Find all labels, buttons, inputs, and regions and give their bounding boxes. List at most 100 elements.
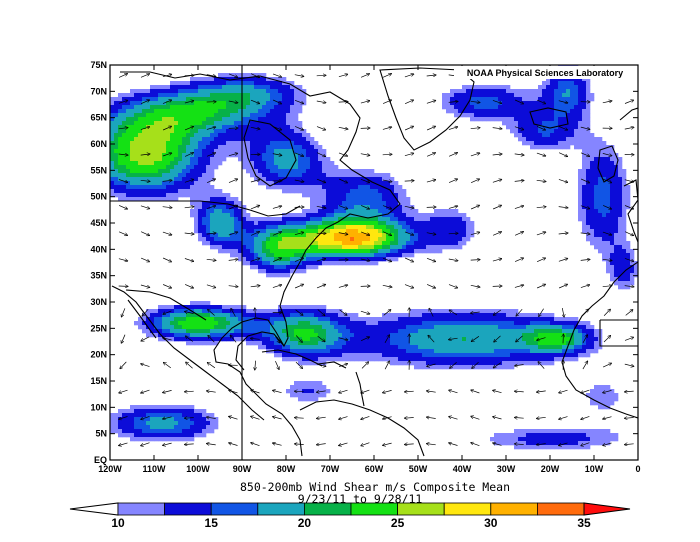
shear-cell [270,149,275,154]
shear-cell [470,101,475,106]
shear-cell [314,305,319,310]
shear-cell [162,89,167,94]
shear-cell [142,145,147,150]
shear-cell [626,241,631,246]
shear-cell [150,177,155,182]
shear-cell [570,129,575,134]
shear-cell [146,321,151,326]
shear-cell [334,337,339,342]
shear-cell [182,305,187,310]
shear-cell [614,257,619,262]
shear-cell [154,149,159,154]
shear-cell [274,253,279,258]
shear-cell [322,173,327,178]
shear-cell [266,225,271,230]
shear-cell [394,201,399,206]
shear-cell [158,157,163,162]
shear-cell [546,361,551,366]
shear-cell [174,313,179,318]
shear-cell [134,93,139,98]
shear-cell [394,337,399,342]
shear-cell [314,237,319,242]
shear-cell [310,201,315,206]
shear-cell [438,337,443,342]
shear-cell [582,225,587,230]
shear-cell [118,125,123,130]
shear-cell [142,405,147,410]
shear-cell [562,137,567,142]
shear-cell [610,149,615,154]
shear-cell [570,349,575,354]
shear-cell [238,133,243,138]
shear-cell [398,329,403,334]
shear-cell [258,181,263,186]
shear-cell [522,329,527,334]
shear-cell [186,165,191,170]
shear-cell [298,269,303,274]
shear-cell [174,173,179,178]
shear-cell [154,105,159,110]
shear-cell [270,121,275,126]
shear-cell [430,349,435,354]
shear-cell [326,313,331,318]
shear-cell [606,249,611,254]
shear-cell [522,361,527,366]
shear-cell [398,245,403,250]
shear-cell [586,77,591,82]
shear-cell [214,245,219,250]
shear-cell [614,173,619,178]
shear-cell [298,177,303,182]
shear-cell [246,237,251,242]
shear-cell [274,265,279,270]
shear-cell [278,249,283,254]
shear-cell [486,337,491,342]
shear-cell [270,333,275,338]
shear-cell [550,93,555,98]
shear-cell [262,149,267,154]
shear-cell [294,261,299,266]
shear-cell [214,117,219,122]
shear-cell [114,161,119,166]
shear-cell [618,221,623,226]
shear-cell [158,185,163,190]
shear-cell [222,245,227,250]
shear-cell [522,321,527,326]
shear-cell [506,93,511,98]
shear-cell [190,341,195,346]
shear-cell [310,217,315,222]
shear-cell [374,241,379,246]
shear-cell [278,221,283,226]
shear-cell [382,337,387,342]
shear-cell [218,153,223,158]
shear-cell [490,321,495,326]
shear-cell [278,345,283,350]
shear-cell [158,321,163,326]
shear-cell [570,81,575,86]
shear-cell [618,237,623,242]
shear-cell [318,337,323,342]
shear-cell [326,217,331,222]
shear-cell [170,193,175,198]
shear-cell [182,333,187,338]
shear-cell [534,341,539,346]
shear-cell [126,105,131,110]
shear-cell [454,349,459,354]
shear-cell [346,341,351,346]
shear-cell [582,169,587,174]
shear-cell [254,241,259,246]
shear-cell [350,313,355,318]
shear-cell [318,157,323,162]
shear-cell [110,177,115,182]
shear-cell [542,93,547,98]
shear-cell [410,309,415,314]
shear-cell [238,237,243,242]
shear-cell [266,229,271,234]
shear-cell [174,317,179,322]
shear-cell [146,185,151,190]
shear-cell [194,117,199,122]
shear-cell [586,333,591,338]
shear-cell [158,405,163,410]
shear-cell [358,185,363,190]
shear-cell [154,93,159,98]
shear-cell [462,221,467,226]
